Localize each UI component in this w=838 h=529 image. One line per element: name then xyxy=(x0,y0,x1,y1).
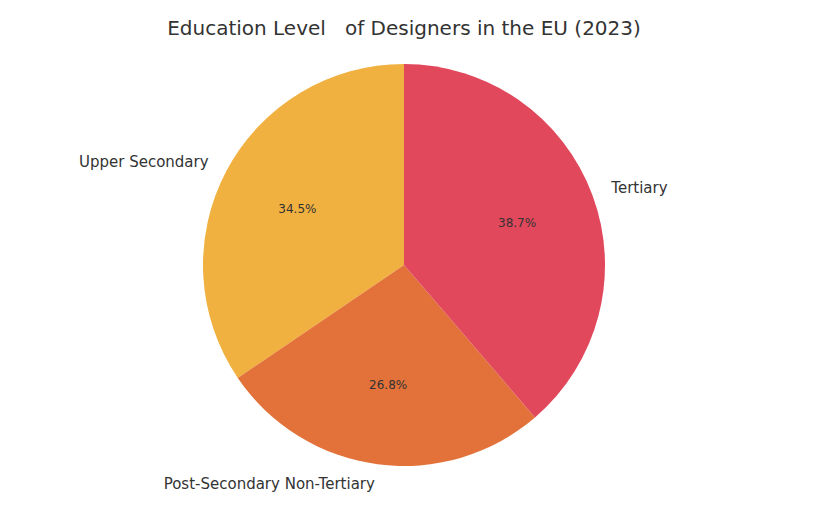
svg-text:34.5%: 34.5% xyxy=(278,202,316,216)
svg-text:Post-Secondary Non-Tertiary: Post-Secondary Non-Tertiary xyxy=(164,475,375,493)
svg-text:38.7%: 38.7% xyxy=(498,216,536,230)
svg-text:Tertiary: Tertiary xyxy=(610,179,667,197)
svg-text:Upper Secondary: Upper Secondary xyxy=(79,153,209,171)
html-text:Education Level of Designers i: Education Level of Designers in the EU (… xyxy=(167,16,641,40)
svg-text:26.8%: 26.8% xyxy=(369,378,407,392)
